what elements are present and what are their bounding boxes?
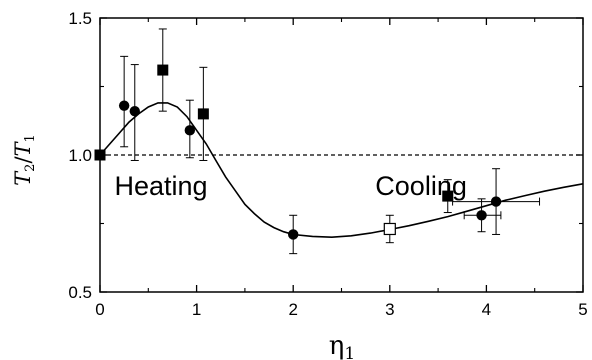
- y-tick-label: 0.5: [68, 283, 92, 302]
- error-bar-layer: [120, 28, 541, 255]
- data-point-square: [442, 190, 454, 202]
- data-point-circle: [184, 125, 196, 136]
- tick-layer: 0 1 2 3 4 5 0.5 1.0 1.5: [68, 9, 587, 319]
- fit-curve: [99, 102, 584, 239]
- fit-curve-layer: [99, 102, 584, 239]
- y-axis-title: T2/T1: [11, 134, 38, 186]
- annotation-layer: Heating Cooling: [114, 171, 466, 201]
- x-tick-label: 1: [192, 300, 201, 319]
- annotation-cooling: Cooling: [375, 171, 467, 201]
- data-point-open-square: [383, 222, 396, 236]
- x-tick-label: 5: [578, 300, 587, 319]
- data-point-square: [197, 108, 209, 120]
- data-point-circle: [129, 105, 140, 117]
- x-tick-label: 2: [288, 300, 297, 319]
- x-axis-title: η1: [329, 331, 355, 360]
- data-point-circle: [476, 210, 487, 221]
- data-point-square: [157, 64, 169, 76]
- x-tick-label: 3: [385, 300, 394, 319]
- y-tick-label: 1.5: [68, 9, 92, 28]
- data-point-circle: [118, 100, 130, 111]
- y-tick-label: 1.0: [68, 146, 92, 165]
- x-tick-label: 0: [95, 300, 104, 319]
- annotation-heating: Heating: [114, 171, 207, 201]
- data-point-circle: [288, 229, 299, 240]
- data-point-circle: [490, 196, 502, 207]
- data-point-layer: [94, 64, 502, 240]
- x-tick-label: 4: [482, 300, 491, 319]
